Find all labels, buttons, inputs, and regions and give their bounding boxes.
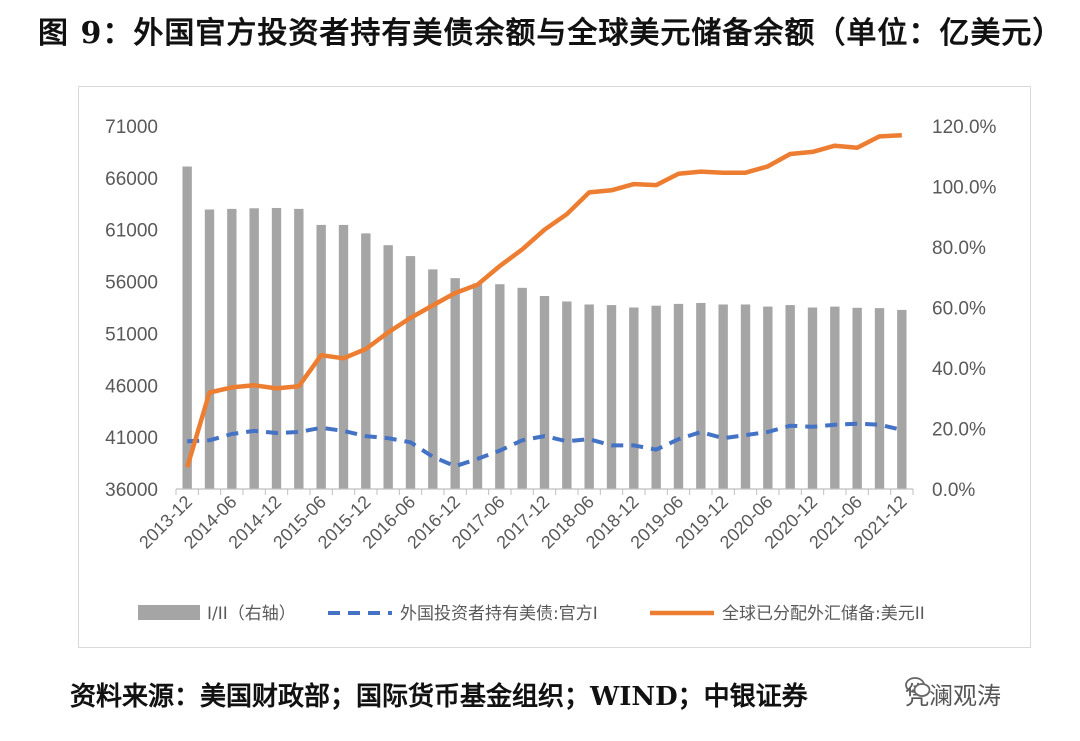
bar-2019-12 [718,304,728,489]
bar-2016-12 [450,278,460,489]
right-tick-label: 40.0% [932,359,986,380]
bar-2019-09 [696,302,706,489]
bar-2021-06 [852,307,862,489]
bar-series [182,166,907,490]
bar-2020-09 [785,305,795,489]
line-official-treasury [187,421,903,469]
bar-2015-12 [361,233,371,489]
bar-2015-03 [294,208,304,489]
bar-2021-09 [874,308,885,489]
bar-2017-12 [539,296,550,489]
legend-label-bar: I/II（右轴） [207,604,296,624]
bar-2014-12 [271,207,282,490]
left-tick-label: 61000 [105,221,158,242]
bar-2014-09 [249,208,259,489]
bar-2016-03 [383,245,393,489]
axes: 36000 41000 46000 51000 56000 61000 66000 71000… [105,117,996,553]
left-tick-label: 41000 [105,428,158,449]
right-tick-label: 80.0% [932,238,986,259]
left-tick-label: 46000 [105,376,158,397]
bar-2017-06 [495,284,505,489]
bar-2018-12 [629,307,639,489]
chart-title: 图 9：外国官方投资者持有美债余额与全球美元储备余额（单位：亿美元） [38,16,1064,51]
chart-frame [78,86,1031,648]
left-tick-label: 71000 [105,117,158,138]
bar-2016-06 [405,256,416,489]
line-usd-reserves [185,133,902,468]
bar-2020-03 [740,304,751,489]
watermark: 凭澜观涛 [905,676,1001,711]
left-tick-label: 51000 [105,324,158,345]
bar-2014-03 [204,209,215,490]
legend-label-reserves: 全球已分配外汇储备:美元II [722,604,925,624]
bar-2017-03 [472,283,483,489]
bar-2014-06 [227,208,237,489]
left-tick-label: 36000 [105,480,158,501]
wechat-icon [905,677,931,697]
bar-2017-09 [517,287,527,489]
bar-2019-06 [673,303,684,489]
legend-swatch-bar [138,605,200,620]
left-tick-label: 56000 [105,273,158,294]
bar-2021-12 [897,309,907,489]
right-tick-label: 0.0% [932,480,975,501]
right-tick-label: 100.0% [932,178,997,199]
left-tick-label: 66000 [105,169,158,190]
bar-2018-06 [584,304,594,489]
bar-2019-03 [651,305,661,489]
bar-2021-03 [830,306,840,489]
source-note: 资料来源：美国财政部；国际货币基金组织；WIND；中银证券 [70,682,808,712]
line-series [185,133,903,469]
bar-2016-09 [428,269,438,489]
legend: I/II（右轴） 外国投资者持有美债:官方I 全球已分配外汇储备:美元II [138,604,925,624]
right-tick-label: 20.0% [932,420,986,441]
bar-2020-12 [807,307,818,489]
legend-label-treasury: 外国投资者持有美债:官方I [400,604,598,624]
bar-2018-03 [562,301,572,489]
right-tick-label: 60.0% [932,299,986,320]
bar-2018-09 [606,305,617,489]
bar-2020-06 [763,306,773,489]
bar-2013-12 [182,166,192,489]
right-tick-label: 120.0% [932,117,997,138]
